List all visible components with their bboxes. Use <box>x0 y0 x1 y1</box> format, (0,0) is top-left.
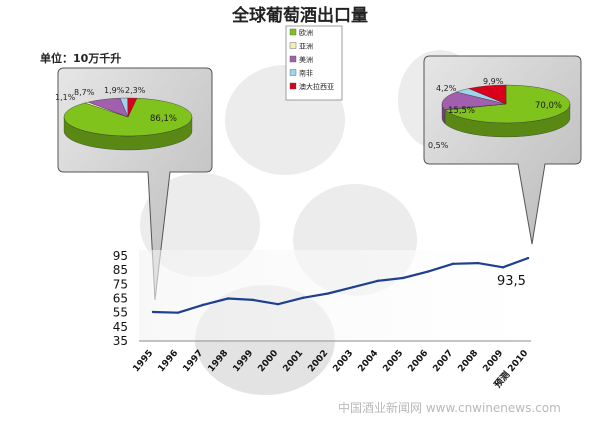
data-point <box>276 302 280 306</box>
legend-swatch <box>289 82 297 90</box>
pie-slice-label: 0,5% <box>428 141 449 150</box>
data-point <box>351 285 355 289</box>
pie-slice-label: 1,1% <box>55 93 76 102</box>
data-point <box>326 292 330 295</box>
data-point <box>201 303 205 307</box>
y-tick-label: 35 <box>113 334 128 348</box>
legend-swatch <box>289 28 297 36</box>
pie-slice-label: 15,5% <box>448 106 475 116</box>
pie-slice <box>127 97 138 118</box>
x-tick-label: 1996 <box>157 349 181 375</box>
legend-entry: 美洲 <box>299 55 313 64</box>
pie-slice-label: 1,9% <box>104 86 125 95</box>
data-point <box>301 296 305 299</box>
data-point <box>176 311 180 314</box>
y-tick-label: 75 <box>113 277 128 291</box>
pie-slice-label: 8,7% <box>74 88 95 97</box>
x-tick-label: 2004 <box>357 349 381 375</box>
x-tick-label: 2005 <box>382 349 406 375</box>
end-value-label: 93,5 <box>497 274 526 289</box>
pie-slice-label: 4,2% <box>436 84 457 93</box>
watermark: 中国酒业新闻网 www.cnwinenews.com <box>338 400 561 415</box>
callout-1995: 86,1% 1,1%8,7% 1,9% 2,3% <box>55 67 213 301</box>
data-point <box>476 261 480 265</box>
data-point <box>151 310 155 314</box>
data-point <box>401 276 405 280</box>
y-tick-label: 45 <box>113 320 128 334</box>
x-tick-label: 1995 <box>132 349 156 375</box>
legend-entry: 澳大拉西亚 <box>299 82 334 91</box>
data-point <box>376 279 380 282</box>
x-tick-label: 2008 <box>457 349 481 375</box>
legend-entry: 南非 <box>299 69 313 78</box>
data-point <box>226 297 230 300</box>
y-tick-label: 85 <box>113 263 128 277</box>
pie-2010: 70,0% 0,5% 15,5% 4,2% 9,9% <box>428 77 571 150</box>
y-tick-label: 95 <box>113 249 128 263</box>
series-line <box>152 257 529 314</box>
data-point <box>426 270 430 273</box>
data-point <box>526 256 530 260</box>
x-tick-label: 2003 <box>332 349 356 375</box>
pie-slice-label: 9,9% <box>483 77 504 86</box>
data-point <box>501 266 505 269</box>
pie-slice-label: 86,1% <box>150 114 177 124</box>
plot-area <box>139 250 531 342</box>
x-tick-label: 2006 <box>407 349 431 375</box>
data-point <box>251 298 255 302</box>
legend-entry: 欧洲 <box>299 28 313 37</box>
legend-swatch <box>289 42 297 49</box>
legend-swatch <box>289 55 297 63</box>
series-points <box>151 256 530 314</box>
pie-slice <box>468 84 507 105</box>
y-tick-label: 55 <box>113 306 128 320</box>
chart-title: 全球葡萄酒出口量 <box>231 5 368 26</box>
x-tick-label: 2007 <box>432 349 456 375</box>
x-tick-label: 2009 <box>482 349 506 375</box>
pie-slice-label: 70,0% <box>535 101 562 111</box>
data-point <box>451 262 455 265</box>
pie-1995: 86,1% 1,1%8,7% 1,9% 2,3% <box>55 86 193 151</box>
legend-entry: 亚洲 <box>299 43 313 51</box>
pie-slice <box>444 84 571 124</box>
unit-label: 单位：10万千升 <box>40 51 121 65</box>
legend-swatch <box>289 69 297 76</box>
pie-slice-label: 2,3% <box>125 86 146 95</box>
pie-slice <box>441 91 507 110</box>
y-tick-label: 65 <box>113 292 128 306</box>
callout-2010: 70,0% 0,5% 15,5% 4,2% 9,9% <box>423 55 582 245</box>
